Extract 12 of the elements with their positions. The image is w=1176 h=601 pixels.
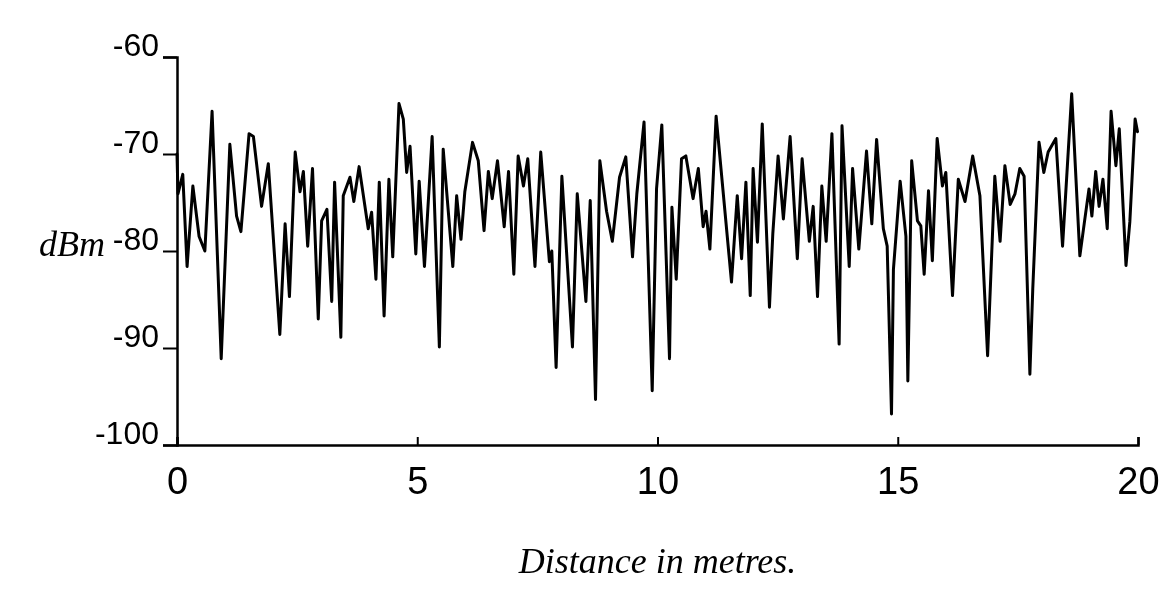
- y-tick-label: -90: [112, 317, 159, 354]
- y-axis-title: dBm: [39, 224, 105, 264]
- x-tick-label: 0: [166, 459, 189, 502]
- y-tick-label: -100: [94, 414, 159, 451]
- y-tick-label: -60: [112, 26, 159, 63]
- x-tick-label: 20: [1117, 459, 1160, 502]
- y-tick-label: -70: [112, 123, 159, 160]
- x-tick-label: 15: [877, 459, 920, 502]
- x-tick-label: 10: [636, 459, 680, 502]
- x-tick-label: 5: [407, 459, 429, 502]
- y-tick-label: -80: [112, 220, 159, 257]
- x-axis-title: Distance in metres.: [517, 541, 797, 581]
